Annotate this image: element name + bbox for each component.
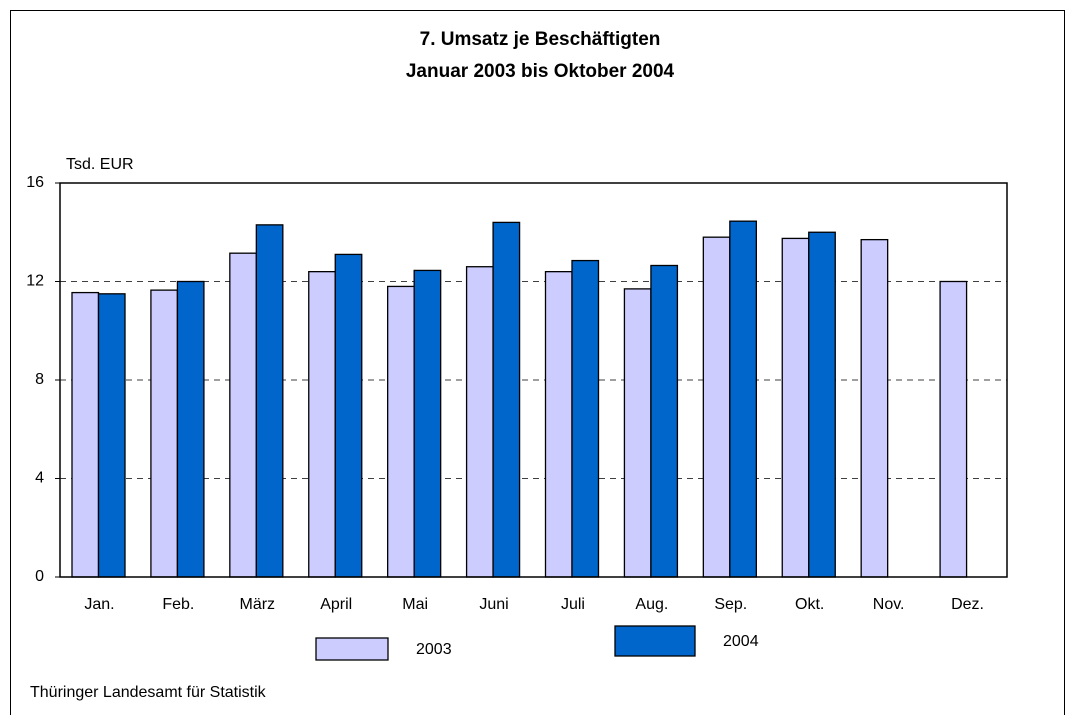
- y-tick-label: 4: [35, 470, 44, 487]
- x-tick-label: Dez.: [951, 596, 984, 613]
- bar: [623, 288, 652, 578]
- y-tick-label: 0: [35, 568, 44, 585]
- bar: [860, 238, 889, 578]
- x-tick-label: Mai: [402, 596, 428, 613]
- y-tick-label: 12: [26, 273, 44, 290]
- legend-label: 2003: [416, 641, 452, 658]
- bar: [781, 237, 810, 578]
- legend-swatch: [315, 637, 389, 661]
- bar: [650, 264, 679, 578]
- x-tick-label: Juni: [479, 596, 508, 613]
- bar: [729, 220, 757, 578]
- bar: [413, 269, 442, 578]
- bar: [808, 231, 836, 578]
- x-tick-label: Nov.: [873, 596, 905, 613]
- bar: [150, 289, 179, 578]
- x-tick-label: Sep.: [714, 596, 747, 613]
- x-tick-label: April: [320, 596, 352, 613]
- legend-label: 2004: [723, 633, 759, 650]
- frame: [10, 10, 1065, 715]
- bar: [334, 253, 363, 578]
- plot-border: [59, 182, 1008, 578]
- bar: [492, 221, 521, 578]
- bar: [255, 224, 284, 578]
- y-tick-label: 16: [26, 174, 44, 191]
- bar: [71, 291, 100, 578]
- x-tick-label: Okt.: [795, 596, 824, 613]
- legend-swatch: [614, 625, 696, 657]
- y-axis-label: Tsd. EUR: [66, 156, 134, 173]
- bar: [387, 285, 415, 578]
- bar: [465, 266, 494, 578]
- x-tick-label: Juli: [561, 596, 585, 613]
- bar: [939, 280, 968, 578]
- chart-subtitle: Januar 2003 bis Oktober 2004: [406, 61, 675, 82]
- bar: [229, 252, 257, 578]
- x-tick-label: Aug.: [635, 596, 668, 613]
- bar: [544, 270, 573, 578]
- source: Thüringer Landesamt für Statistik: [30, 684, 267, 701]
- chart-title: 7. Umsatz je Beschäftigten: [420, 29, 661, 50]
- bar: [571, 259, 600, 578]
- x-tick-label: Feb.: [162, 596, 194, 613]
- bar: [176, 280, 205, 578]
- bar: [308, 270, 336, 578]
- y-tick-label: 8: [35, 371, 44, 388]
- x-tick-label: März: [240, 596, 276, 613]
- x-tick-label: Jan.: [84, 596, 114, 613]
- bar: [702, 236, 731, 578]
- bar: [97, 293, 126, 578]
